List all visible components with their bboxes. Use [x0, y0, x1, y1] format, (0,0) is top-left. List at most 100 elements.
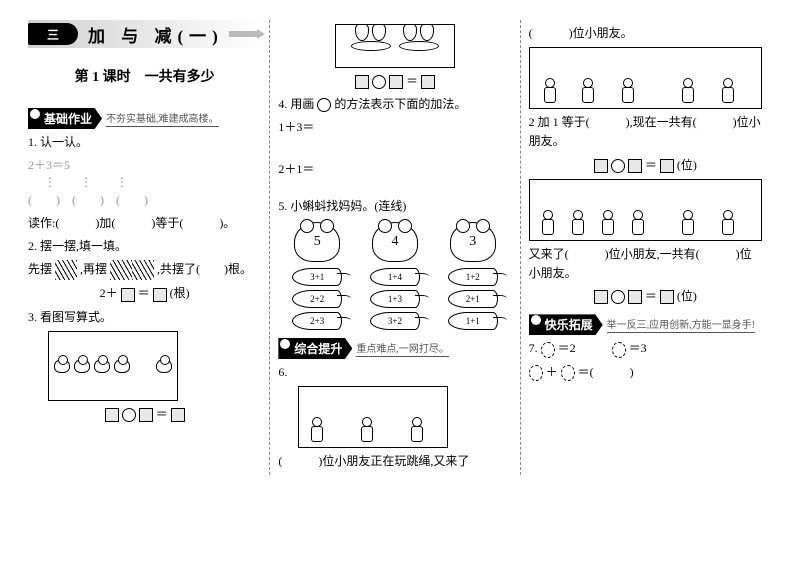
sticks-icon [110, 260, 132, 280]
blank-box [139, 408, 153, 422]
q7-e1: ＝2 [558, 341, 576, 355]
section-basic: 基础作业 不夯实基础,难建成高楼。 [28, 108, 261, 129]
lesson-title: 第 1 课时 一共有多少 [28, 66, 261, 86]
dots-icon: ⋮ ⋮ ⋮ [44, 179, 261, 186]
blank-box [660, 159, 674, 173]
sticks-icon [132, 260, 154, 280]
blank-box [660, 290, 674, 304]
chick-icon [54, 359, 70, 373]
q2-expr: 2＋ ＝ (根) [28, 284, 261, 303]
tadpole-icon: 1+2 [448, 268, 498, 286]
blank-circle [611, 290, 625, 304]
kid-icon [359, 417, 373, 443]
q2-expr-r: (根) [170, 286, 190, 300]
q2-expr-l: 2＋ [100, 286, 118, 300]
chick-icon [74, 359, 90, 373]
tadpole-icon: 1+4 [370, 268, 420, 286]
q3-expr: ＝ [28, 405, 261, 424]
kid-icon [720, 210, 734, 236]
q4-title: 4. 用画 [278, 97, 314, 111]
q2-row: 先摆 ,再摆 ,共摆了( )根。 [28, 260, 261, 280]
blank-box [121, 288, 135, 302]
tadpole-grid: 3+1 1+4 1+2 2+2 1+3 2+1 2+3 3+2 1+1 [278, 268, 511, 330]
tad-label: 2+3 [310, 316, 324, 326]
section-ext-label: 快乐拓展 [529, 314, 603, 335]
frog-row: 5 4 3 [278, 222, 511, 262]
frog-num: 3 [469, 234, 476, 250]
kid-icon [409, 417, 423, 443]
tadpole-icon: 3+2 [370, 312, 420, 330]
q4-e2: 2＋1＝ [278, 160, 511, 179]
chick-icon [156, 359, 172, 373]
q3b-expr: ＝ [278, 72, 511, 91]
unit-label: (位) [677, 289, 697, 303]
section-ext-sub: 举一反三,应用创新,方能一显身手! [607, 316, 755, 333]
blank-box [594, 159, 608, 173]
tad-label: 1+3 [388, 294, 402, 304]
eq: ＝ [645, 158, 657, 172]
kid-icon [540, 210, 554, 236]
pear-icon [420, 24, 434, 41]
unit-badge: 三 [28, 23, 78, 45]
kid-icon [680, 210, 694, 236]
section-comp-sub: 重点难点,一网打尽。 [356, 340, 449, 357]
tad-label: 1+1 [466, 316, 480, 326]
tad-label: 2+2 [310, 294, 324, 304]
frog-icon: 3 [450, 222, 496, 262]
q6-p3: 又来了( )位小朋友,一共有( )位小朋友。 [529, 245, 762, 283]
unit-number: 三 [47, 26, 59, 43]
tad-label: 3+2 [388, 316, 402, 326]
q1-read: 读作:( )加( )等于( )。 [28, 214, 261, 233]
unit-header: 三 加 与 减(一) [28, 20, 261, 48]
pear-icon [403, 24, 417, 41]
section-comp-label: 综合提升 [278, 338, 352, 359]
q6-p1a: ( )位小朋友正在玩跳绳,又来了 [278, 452, 511, 471]
blank-box [355, 75, 369, 89]
blank-box [628, 159, 642, 173]
tad-label: 3+1 [310, 272, 324, 282]
q6-exprA: ＝ (位) [529, 156, 762, 175]
pear-icon [355, 24, 369, 41]
q7-row2: ＋ ＝( ) [529, 363, 762, 382]
tadpole-icon: 1+1 [448, 312, 498, 330]
blank-box [389, 75, 403, 89]
q2-title: 2. 摆一摆,填一填。 [28, 237, 261, 256]
sticks-icon [55, 260, 77, 280]
q3-title: 3. 看图写算式。 [28, 308, 261, 327]
q7-e2: ＝3 [629, 341, 647, 355]
chick-icon [114, 359, 130, 373]
blank-circle [122, 408, 136, 422]
q1-title: 1. 认一认。 [28, 133, 261, 152]
q4-title-row: 4. 用画 的方法表示下面的加法。 [278, 95, 511, 114]
rope-image-3 [529, 179, 762, 241]
dandelion-icon [561, 365, 575, 381]
tadpole-icon: 1+3 [370, 290, 420, 308]
unit-title: 加 与 减(一) [88, 22, 224, 47]
q1-expr: 2＋3＝5 [28, 156, 261, 175]
q2-expr-m: ＝ [138, 286, 150, 300]
section-ext: 快乐拓展 举一反三,应用创新,方能一显身手! [529, 314, 762, 335]
chicks-image [48, 331, 178, 401]
dandelion-icon [529, 365, 543, 381]
pear-icon [372, 24, 386, 41]
rope-image-1 [298, 386, 448, 448]
tadpole-icon: 2+1 [448, 290, 498, 308]
kid-icon [600, 210, 614, 236]
q6-p2: 2 加 1 等于( ),现在一共有( )位小朋友。 [529, 113, 762, 151]
frog-num: 4 [391, 234, 398, 250]
plate-icon [351, 41, 391, 51]
pears-image [335, 24, 455, 68]
blank-circle [611, 159, 625, 173]
q1-blanks: ( ) ( ) ( ) [28, 191, 261, 210]
blank-box [594, 290, 608, 304]
q2-b: ,再摆 [80, 262, 107, 276]
spacer [278, 183, 511, 193]
blank-box [628, 290, 642, 304]
eq: ＝ [406, 74, 418, 88]
tad-label: 1+4 [388, 272, 402, 282]
q4-title2: 的方法表示下面的加法。 [334, 97, 466, 111]
tadpole-icon: 2+2 [292, 290, 342, 308]
blank-circle [372, 75, 386, 89]
rope-image-2 [529, 47, 762, 109]
unit-label: (位) [677, 158, 697, 172]
